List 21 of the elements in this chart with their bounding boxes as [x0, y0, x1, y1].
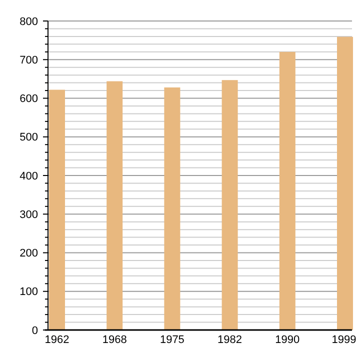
- y-tick-label: 800: [20, 16, 38, 28]
- x-tick-label: 1968: [102, 334, 127, 346]
- y-tick-label: 500: [20, 132, 38, 144]
- bar: [222, 80, 238, 330]
- y-tick-label: 400: [20, 170, 38, 182]
- bar: [337, 36, 353, 330]
- y-tick-label: 700: [20, 54, 38, 66]
- y-tick-label: 300: [20, 208, 38, 221]
- y-tick-label: 600: [20, 93, 38, 106]
- y-tick-label: 200: [20, 248, 38, 260]
- bar: [49, 90, 65, 330]
- x-tick-label: 1962: [44, 334, 70, 346]
- bar: [164, 87, 180, 330]
- bar: [106, 81, 123, 330]
- x-tick-label: 1990: [275, 334, 300, 346]
- y-tick-label: 0: [32, 324, 38, 337]
- bar: [279, 52, 296, 330]
- x-tick-label: 1975: [160, 334, 184, 346]
- x-tick-label: 1982: [218, 334, 242, 346]
- y-tick-label: 100: [20, 286, 38, 298]
- x-tick-label: 1999: [332, 334, 356, 346]
